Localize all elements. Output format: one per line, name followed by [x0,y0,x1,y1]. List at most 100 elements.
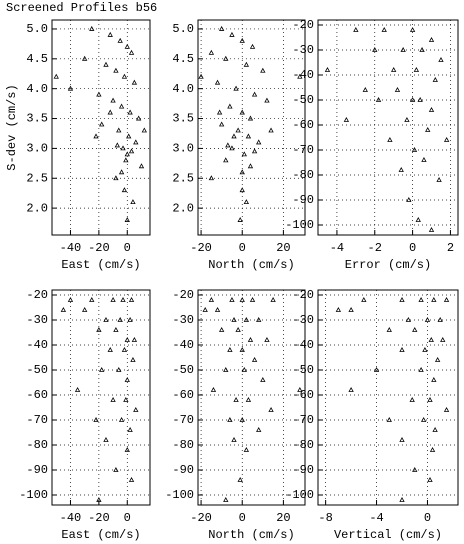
point [107,109,113,115]
point [428,106,435,112]
point [353,26,359,32]
y-tick-label: 4.0 [26,82,48,96]
point [124,217,130,222]
y-tick-label: -30 [172,313,194,327]
point [406,196,412,202]
point [110,296,116,302]
x-tick-label: 0 [124,511,131,525]
point [93,416,99,422]
y-tick-label: 4.5 [172,52,194,66]
point [229,145,235,151]
point [123,396,129,402]
point [419,46,425,52]
point [113,67,119,73]
point [424,316,431,322]
y-tick-label: 2.0 [172,201,194,215]
point [127,426,133,432]
point [231,133,237,139]
point [117,316,123,322]
point [96,496,102,502]
plot-frame [317,289,459,506]
point [443,136,450,142]
point [107,31,113,37]
y-tick-label: -60 [26,388,48,402]
x-axis-label: East (cm/s) [61,528,140,542]
point [422,346,428,352]
point [99,121,105,127]
point [67,85,74,91]
point [128,476,135,482]
point [431,296,437,302]
x-tick-label: -4 [330,241,344,255]
point [237,476,243,482]
x-tick-label: 0 [424,511,431,525]
x-tick-label: -2 [368,241,382,255]
point [113,175,119,181]
point [243,61,250,67]
y-axis-label: S-dev (cm/s) [5,84,19,170]
point [243,199,250,205]
point [89,296,95,302]
point [260,376,266,382]
point [128,49,135,55]
point [218,326,225,332]
point [243,446,250,452]
point [268,406,274,412]
point [421,156,427,162]
point [270,296,276,302]
point [214,79,221,85]
point [114,142,121,148]
y-tick-label: 4.5 [26,52,48,66]
x-tick-label: 0 [409,241,416,255]
point [418,366,424,372]
point [103,316,109,322]
point [198,73,204,79]
point [127,109,133,115]
y-tick-label: -80 [172,438,194,452]
point [362,86,368,92]
point [391,66,397,72]
x-tick-label: -20 [88,241,110,255]
point [431,376,437,382]
point [223,496,229,502]
point [202,306,208,312]
y-tick-label: -70 [292,413,314,427]
x-tick-label: -20 [88,511,110,525]
point [93,133,99,139]
y-tick-label: -90 [26,463,48,477]
point [235,326,241,332]
point [372,46,378,52]
point [128,148,135,154]
point [429,446,436,452]
point [409,396,415,402]
point [81,55,88,61]
point [348,386,354,392]
y-tick-label: 2.0 [26,201,48,215]
point [386,326,392,332]
point [427,396,433,402]
point [121,346,128,352]
plot-frame [51,19,151,236]
point [428,336,434,342]
point [409,96,416,102]
point [247,163,254,169]
point [434,356,441,362]
point [394,86,401,92]
point [399,296,405,302]
point [247,115,254,121]
x-axis-label: North (cm/s) [208,258,294,272]
point [237,217,243,222]
point [216,109,223,115]
point [373,366,380,372]
y-tick-label: -100 [285,488,314,502]
point [409,26,416,32]
point [398,166,404,172]
point [412,466,418,472]
y-tick-label: -30 [292,313,314,327]
x-tick-label: -20 [190,241,212,255]
x-axis-label: North (cm/s) [208,528,294,542]
point [251,91,258,97]
y-tick-label: -100 [165,488,194,502]
point [116,127,122,133]
y-tick-label: 3.0 [26,142,48,156]
